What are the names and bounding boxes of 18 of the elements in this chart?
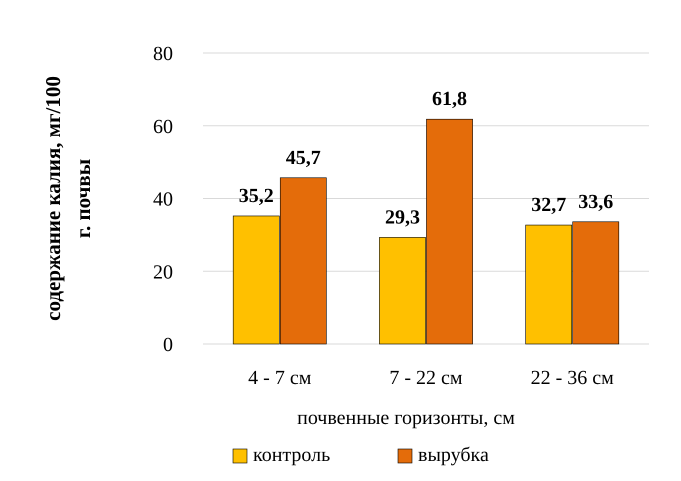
- y-tick-label: 0: [163, 334, 173, 356]
- data-label: 33,6: [578, 190, 614, 213]
- legend-label: контроль: [253, 444, 330, 466]
- data-label: 61,8: [432, 88, 468, 110]
- data-label: 29,3: [384, 206, 420, 228]
- y-tick-label: 20: [153, 261, 173, 284]
- y-tick-label: 40: [153, 188, 173, 210]
- data-label: 45,7: [286, 146, 321, 169]
- y-tick-label: 60: [153, 116, 173, 138]
- x-axis-title: почвенные горизонты, см: [297, 407, 516, 429]
- data-label: 35,2: [238, 184, 274, 207]
- y-tick-label: 80: [153, 43, 173, 65]
- x-tick-label: 7 - 22 см: [389, 367, 463, 389]
- legend-label: вырубка: [418, 444, 489, 466]
- y-axis-title: содержание калия, мг/100 г. почвы: [41, 76, 95, 321]
- x-tick-label: 4 - 7 см: [248, 367, 312, 389]
- data-label: 32,7: [531, 194, 566, 216]
- x-tick-label: 22 - 36 см: [530, 367, 614, 389]
